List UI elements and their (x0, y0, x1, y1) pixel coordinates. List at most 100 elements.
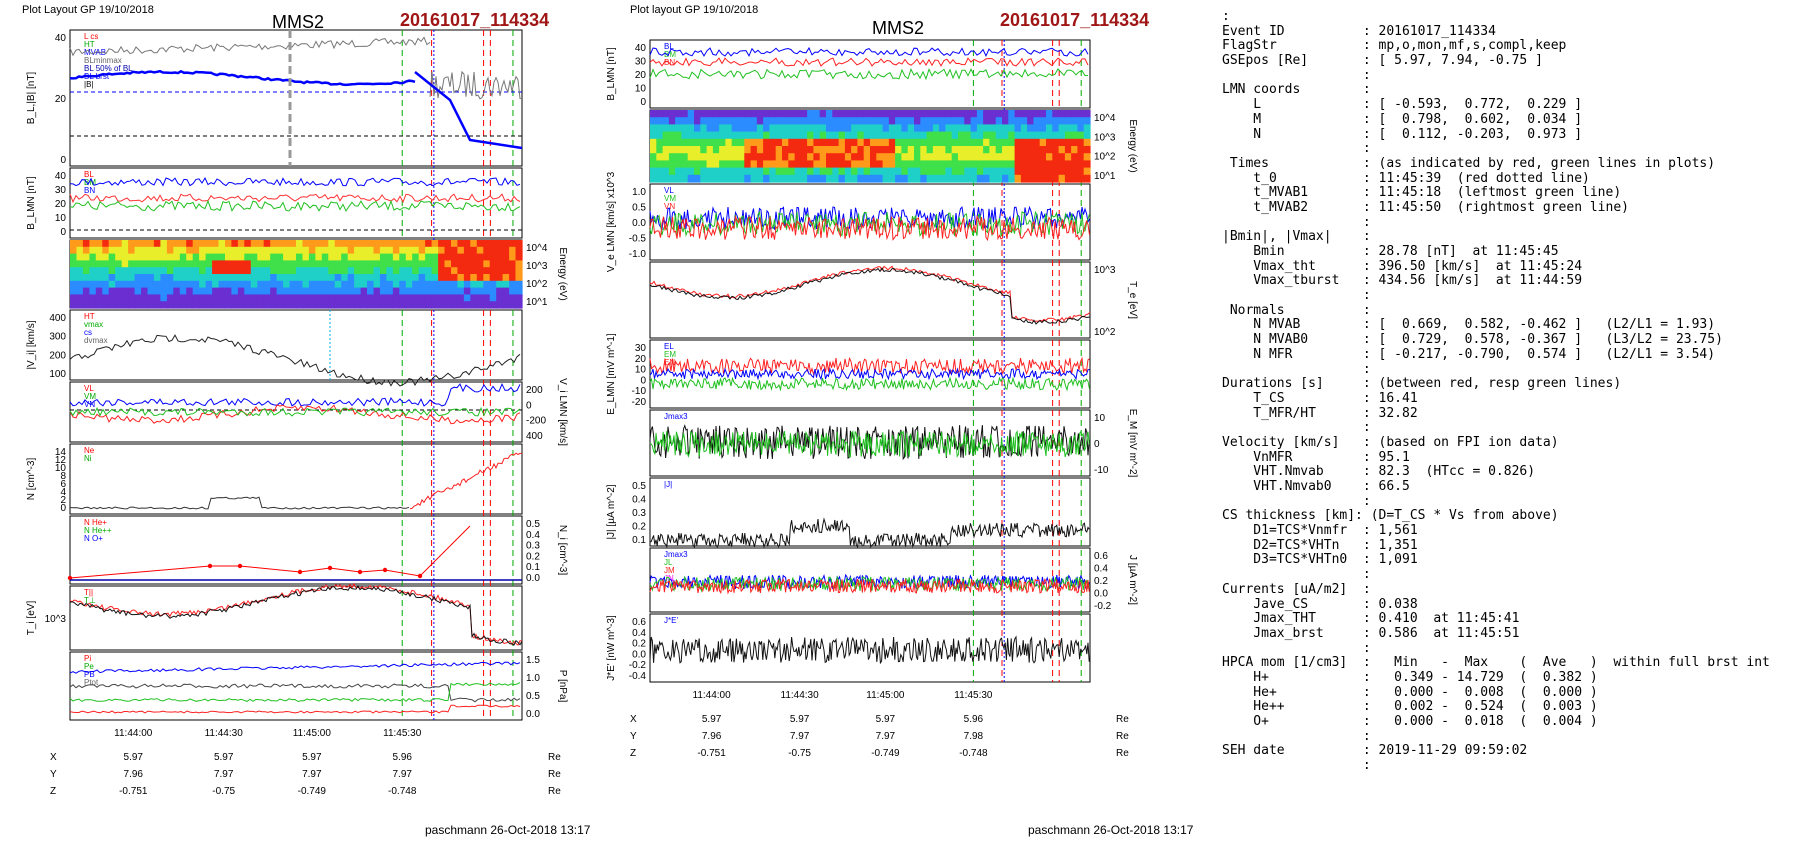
spectrogram-cell (694, 138, 701, 147)
spectrogram-cell (121, 260, 129, 268)
spectrogram-cell (895, 117, 902, 125)
right-panel-frame (649, 183, 1091, 261)
spectrogram-cell (237, 246, 245, 255)
info-line: : (1222, 420, 1371, 436)
spectrogram-cell (418, 294, 426, 302)
spectrogram-cell (470, 301, 478, 309)
left-panel-tick: 12 (55, 455, 67, 466)
spectrogram-cell (895, 167, 902, 176)
spectrogram-cell (250, 253, 258, 261)
spectrogram-cell (470, 240, 478, 248)
left-panel-tick: 10 (55, 213, 67, 224)
spectrogram-cell (826, 138, 833, 147)
spectrogram-cell (308, 280, 316, 289)
right-time-tick: 11:45:30 (954, 690, 993, 701)
spectrogram-cell (496, 246, 504, 255)
spectrogram-cell (70, 267, 78, 275)
spectrogram-cell (694, 131, 701, 140)
right-legend-entry: BM (664, 50, 676, 59)
spectrogram-cell (283, 267, 291, 275)
spectrogram-cell (1002, 153, 1009, 161)
right-panel-tick: 10 (1094, 413, 1106, 424)
spectrogram-cell (1052, 138, 1060, 147)
spectrogram-cell (179, 294, 187, 302)
spectrogram-cell (901, 146, 909, 154)
spectrogram-cell (983, 131, 990, 140)
spectrogram-cell (173, 294, 181, 302)
spectrogram-cell (115, 260, 123, 268)
spectrogram-cell (851, 124, 858, 133)
spectrogram-cell (1058, 167, 1066, 176)
spectrogram-cell (756, 131, 764, 140)
spectrogram-cell (121, 240, 129, 248)
spectrogram-cell (354, 253, 362, 261)
spectrogram-cell (1020, 117, 1028, 125)
spectrogram-cell (832, 146, 840, 154)
spectrogram-cell (694, 124, 701, 133)
spectrogram-cell (470, 294, 478, 302)
spectrogram-cell (888, 160, 896, 169)
spectrogram-cell (360, 274, 368, 282)
spectrogram-cell (347, 267, 355, 275)
spectrogram-cell (1077, 124, 1085, 133)
spectrogram-cell (844, 110, 852, 118)
spectrogram-cell (147, 246, 155, 255)
spectrogram-cell (192, 240, 200, 248)
spectrogram-cell (1064, 131, 1072, 140)
left-panel-tick: 0 (60, 155, 66, 166)
spectrogram-cell (451, 246, 459, 255)
spectrogram-cell (141, 274, 149, 282)
spectrogram-cell (212, 246, 220, 255)
spectrogram-cell (939, 117, 946, 125)
spectrogram-cell (1002, 160, 1009, 169)
left-bl-trace (69, 69, 416, 87)
spectrogram-cell (218, 287, 226, 295)
spectrogram-cell (70, 280, 78, 289)
left-pos-value: 5.96 (392, 752, 412, 763)
spectrogram-cell (192, 287, 200, 295)
left-time-tick: 11:44:30 (205, 728, 244, 739)
spectrogram-cell (775, 131, 783, 140)
spectrogram-cell (392, 260, 400, 268)
spectrogram-cell (405, 301, 413, 309)
spectrogram-cell (121, 267, 129, 275)
spectrogram-cell (882, 131, 890, 140)
spectrogram-cell (681, 138, 689, 147)
left-he-point (327, 565, 333, 571)
spectrogram-cell (712, 153, 720, 161)
spectrogram-cell (738, 174, 745, 183)
spectrogram-cell (225, 301, 233, 309)
spectrogram-cell (315, 294, 323, 302)
spectrogram-cell (976, 146, 984, 154)
spectrogram-cell (744, 124, 752, 133)
spectrogram-cell (321, 301, 329, 309)
spectrogram-cell (712, 131, 720, 140)
spectrogram-cell (289, 253, 297, 261)
spectrogram-cell (489, 280, 497, 289)
right-panel-tick: 10^1 (1094, 171, 1116, 182)
spectrogram-cell (102, 240, 110, 248)
spectrogram-cell (308, 267, 316, 275)
spectrogram-cell (147, 267, 155, 275)
spectrogram-cell (444, 253, 452, 261)
spectrogram-cell (128, 294, 136, 302)
spectrogram-cell (463, 246, 471, 255)
spectrogram-cell (675, 153, 682, 161)
spectrogram-cell (515, 280, 523, 289)
spectrogram-cell (392, 274, 400, 282)
spectrogram-cell (1083, 160, 1091, 169)
spectrogram-cell (901, 174, 909, 183)
right-bm-trace (649, 57, 1089, 67)
left-pos-unit: Re (548, 769, 561, 780)
spectrogram-cell (819, 174, 827, 183)
left-pos-value: -0.75 (212, 786, 235, 797)
spectrogram-cell (939, 110, 946, 118)
spectrogram-cell (121, 294, 129, 302)
spectrogram-cell (225, 240, 233, 248)
spectrogram-cell (121, 280, 129, 289)
right-spacecraft-title: MMS2 (872, 18, 925, 38)
right-em-trace (649, 367, 1090, 381)
spectrogram-cell (1027, 110, 1034, 118)
spectrogram-cell (976, 124, 984, 133)
spectrogram-cell (1052, 110, 1060, 118)
